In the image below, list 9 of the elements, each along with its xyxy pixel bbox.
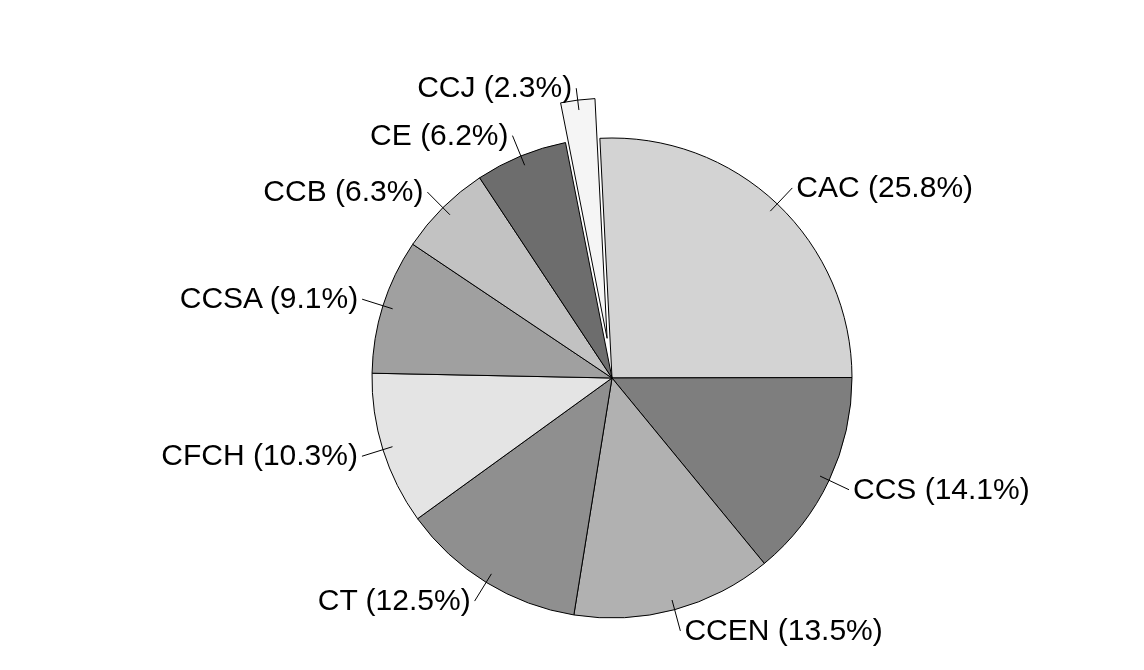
slice-label: CCJ (2.3%) [417,70,573,104]
slice-label: CFCH (10.3%) [161,438,358,472]
slice-label: CAC (25.8%) [796,169,974,203]
slice-label: CE (6.2%) [370,117,509,151]
slice-label: CCSA (9.1%) [179,281,359,315]
slice-label: CCB (6.3%) [263,174,424,208]
slice-label: CCEN (13.5%) [684,612,883,646]
slice-label: CCS (14.1%) [852,471,1030,505]
slice-label: CT (12.5%) [317,583,471,617]
